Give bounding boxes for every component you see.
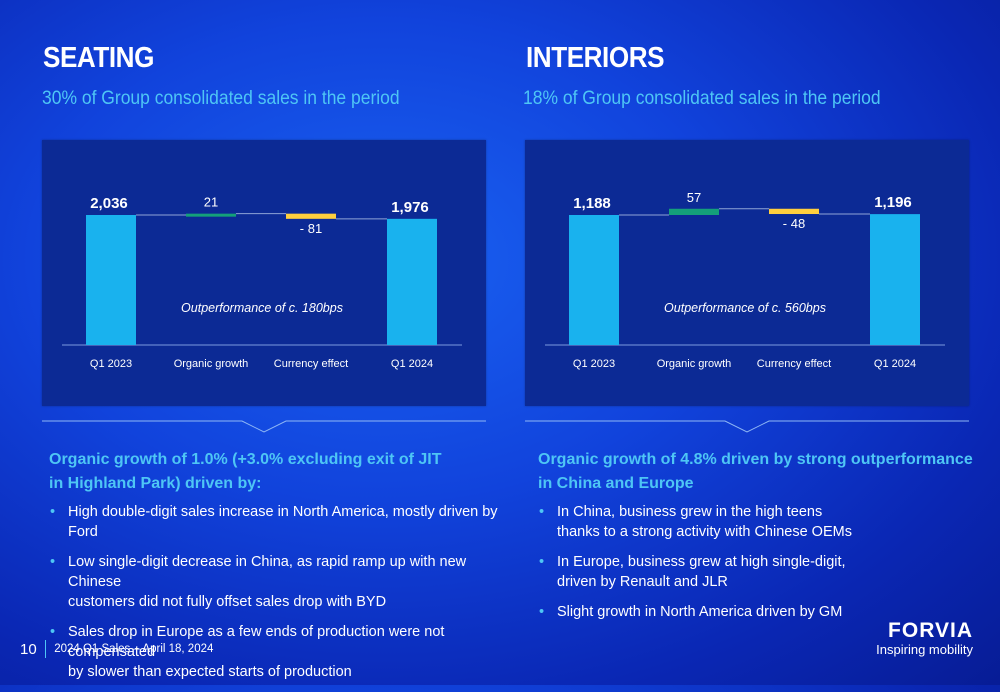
- data-label: 2,036: [90, 195, 128, 212]
- increase-bar: [669, 208, 719, 215]
- interiors-title: INTERIORS: [526, 42, 665, 74]
- increase-bar: [186, 213, 236, 217]
- category-label: Q1 2023: [90, 358, 132, 370]
- seating-title: SEATING: [43, 42, 154, 74]
- total-bar: [387, 218, 437, 345]
- data-label: 57: [687, 190, 701, 205]
- svg-text:FORVIA: FORVIA: [888, 620, 973, 640]
- chart-annotation: Outperformance of c. 180bps: [181, 301, 343, 315]
- total-bar: [569, 215, 619, 345]
- brand-tagline: Inspiring mobility: [876, 642, 973, 657]
- list-item: Low single-digit decrease in China, as r…: [48, 552, 508, 612]
- decrease-bar: [286, 213, 336, 219]
- list-item: In Europe, business grew at high single-…: [537, 552, 967, 592]
- total-bar: [870, 214, 920, 345]
- category-label: Organic growth: [657, 358, 732, 370]
- chart-annotation: Outperformance of c. 560bps: [664, 301, 826, 315]
- interiors-divider: [525, 412, 969, 434]
- seating-chart: 2,036 Q1 2023 21 Organic growth - 81 Currency…: [42, 140, 486, 406]
- interiors-headline: Organic growth of 4.8% driven by strong …: [538, 451, 973, 492]
- footer: 10 2024 Q1 Sales – April 18, 2024: [20, 640, 213, 658]
- data-label: 1,976: [391, 199, 429, 216]
- list-item: Sales drop in Europe as a few ends of pr…: [48, 622, 508, 682]
- page-number: 10: [20, 640, 37, 658]
- category-label: Currency effect: [274, 358, 348, 370]
- footer-separator: [44, 640, 47, 658]
- category-label: Q1 2023: [573, 358, 615, 370]
- decrease-bar: [769, 208, 819, 215]
- category-label: Currency effect: [757, 358, 831, 370]
- data-label: 1,196: [874, 194, 912, 211]
- seating-bullet-list: High double-digit sales increase in Nort…: [48, 502, 508, 692]
- data-label: - 81: [300, 221, 322, 236]
- list-item: High double-digit sales increase in Nort…: [48, 502, 508, 542]
- data-label: 21: [204, 195, 218, 210]
- seating-divider: [42, 412, 486, 434]
- category-label: Q1 2024: [874, 358, 916, 370]
- interiors-chart: 1,188 Q1 2023 57 Organic growth - 48 Currency…: [525, 140, 969, 406]
- footer-text: 2024 Q1 Sales – April 18, 2024: [54, 643, 214, 655]
- data-label: - 48: [783, 216, 805, 231]
- interiors-waterfall-chart: 1,188 Q1 2023 57 Organic growth - 48 Currency…: [545, 190, 945, 370]
- forvia-wordmark-icon: FORVIA: [888, 620, 973, 640]
- data-label: 1,188: [573, 195, 611, 212]
- total-bar: [86, 215, 136, 345]
- seating-subtitle: 30% of Group consolidated sales in the p…: [42, 88, 400, 109]
- interiors-bullet-list: In China, business grew in the high teen…: [537, 502, 967, 632]
- interiors-subtitle: 18% of Group consolidated sales in the p…: [523, 88, 881, 109]
- forvia-logo: FORVIA Inspiring mobility: [869, 620, 973, 657]
- seating-headline: Organic growth of 1.0% (+3.0% excluding …: [49, 451, 442, 492]
- category-label: Organic growth: [174, 358, 249, 370]
- list-item: In China, business grew in the high teen…: [537, 502, 967, 542]
- list-item: Slight growth in North America driven by…: [537, 602, 967, 622]
- seating-waterfall-chart: 2,036 Q1 2023 21 Organic growth - 81 Currency…: [62, 195, 462, 370]
- category-label: Q1 2024: [391, 358, 433, 370]
